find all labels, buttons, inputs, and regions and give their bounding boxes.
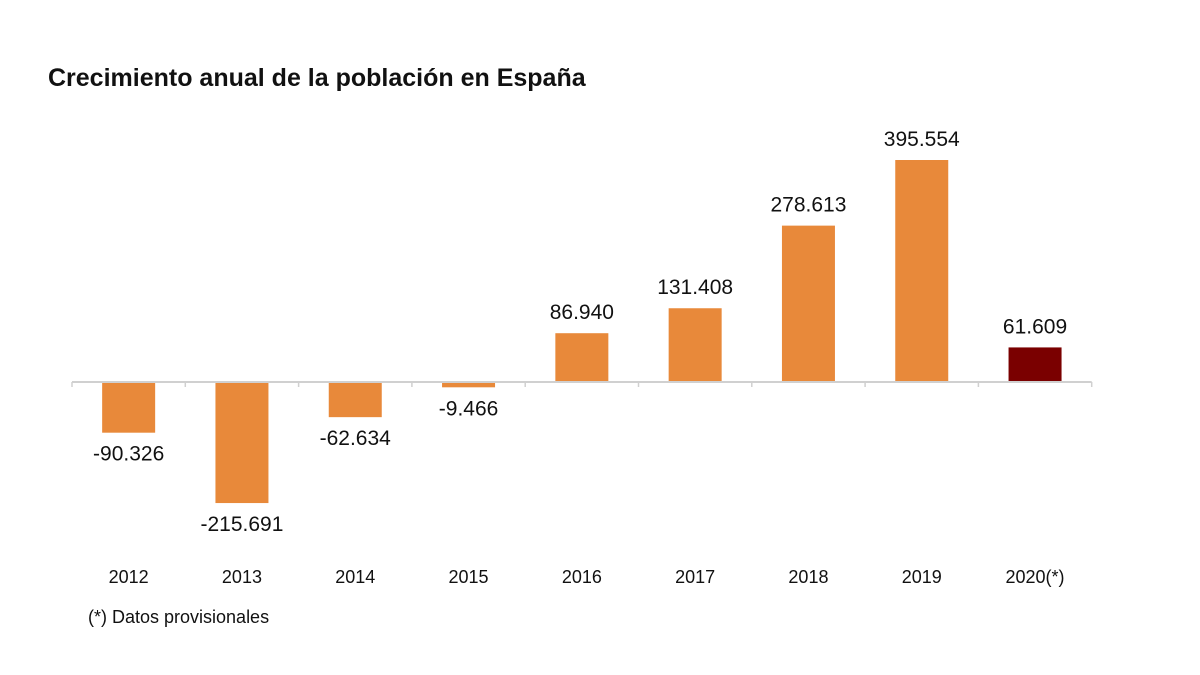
chart-title: Crecimiento anual de la población en Esp… — [48, 64, 586, 92]
x-tick-label-2012: 2012 — [109, 567, 149, 587]
x-tick-label-2019: 2019 — [902, 567, 942, 587]
x-tick-label-2015: 2015 — [449, 567, 489, 587]
data-label-2012: -90.326 — [93, 443, 164, 466]
x-tick-label-2013: 2013 — [222, 567, 262, 587]
bar-2020(*) — [1008, 347, 1062, 382]
data-label-2013: -215.691 — [200, 513, 283, 536]
data-label-2018: 278.613 — [770, 194, 846, 217]
data-label-2016: 86.940 — [550, 301, 614, 324]
bar-2013 — [215, 382, 269, 504]
bar-2015 — [442, 382, 496, 388]
x-tick-label-2018: 2018 — [788, 567, 828, 587]
data-label-2017: 131.408 — [657, 276, 733, 299]
bar-2018 — [781, 225, 835, 382]
x-tick-label-2020(*): 2020(*) — [1006, 567, 1065, 587]
data-label-2015: -9.466 — [439, 397, 499, 420]
bar-2012 — [102, 382, 156, 433]
data-label-2014: -62.634 — [320, 427, 392, 450]
data-label-2020(*): 61.609 — [1003, 315, 1067, 338]
bar-2017 — [668, 308, 722, 382]
bar-2019 — [895, 160, 949, 382]
footnote: (*) Datos provisionales — [88, 607, 270, 627]
x-tick-label-2014: 2014 — [335, 567, 375, 587]
x-tick-label-2016: 2016 — [562, 567, 602, 587]
data-label-2019: 395.554 — [884, 128, 960, 151]
bar-2016 — [555, 333, 609, 382]
bar-2014 — [328, 382, 382, 418]
x-tick-label-2017: 2017 — [675, 567, 715, 587]
